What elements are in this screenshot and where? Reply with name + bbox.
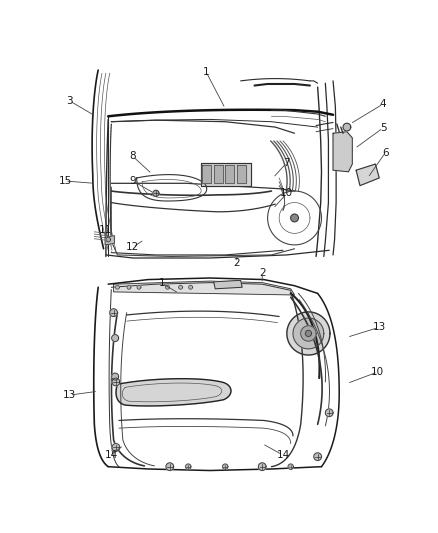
Polygon shape	[105, 236, 114, 245]
Polygon shape	[202, 165, 212, 183]
Polygon shape	[179, 285, 183, 289]
Text: 1: 1	[159, 278, 166, 288]
Polygon shape	[343, 123, 351, 131]
Text: 1: 1	[203, 67, 209, 77]
Polygon shape	[116, 285, 120, 289]
Polygon shape	[113, 281, 294, 295]
Polygon shape	[112, 443, 120, 451]
Text: 4: 4	[380, 99, 386, 109]
Polygon shape	[106, 237, 110, 242]
Text: 5: 5	[380, 123, 386, 133]
Polygon shape	[112, 378, 120, 386]
Text: 14: 14	[276, 450, 290, 460]
Text: 13: 13	[63, 390, 76, 400]
Polygon shape	[258, 463, 266, 471]
Polygon shape	[116, 378, 231, 406]
Polygon shape	[325, 409, 333, 417]
Polygon shape	[112, 373, 119, 380]
Polygon shape	[333, 132, 352, 172]
Text: 12: 12	[126, 242, 139, 252]
Text: 9: 9	[130, 176, 136, 186]
Text: 7: 7	[283, 158, 290, 167]
Polygon shape	[287, 312, 330, 355]
Polygon shape	[225, 165, 234, 183]
Polygon shape	[314, 453, 321, 461]
Text: 14: 14	[105, 450, 118, 460]
Text: 2: 2	[233, 257, 240, 268]
Polygon shape	[305, 330, 311, 336]
Polygon shape	[214, 165, 223, 183]
Text: 2: 2	[259, 269, 265, 278]
Polygon shape	[201, 163, 251, 185]
Polygon shape	[153, 190, 159, 196]
Text: 10: 10	[371, 367, 384, 377]
Polygon shape	[166, 463, 173, 471]
Polygon shape	[288, 464, 293, 470]
Polygon shape	[137, 285, 141, 289]
Text: 6: 6	[382, 148, 389, 158]
Polygon shape	[356, 164, 379, 185]
Polygon shape	[166, 285, 170, 289]
Polygon shape	[237, 165, 246, 183]
Polygon shape	[112, 335, 119, 342]
Polygon shape	[127, 285, 131, 289]
Text: 15: 15	[58, 176, 72, 186]
Text: 3: 3	[67, 96, 73, 106]
Polygon shape	[291, 214, 298, 222]
Polygon shape	[186, 464, 191, 470]
Text: 10: 10	[280, 188, 293, 198]
Polygon shape	[301, 326, 316, 341]
Polygon shape	[110, 309, 117, 317]
Polygon shape	[293, 318, 324, 349]
Text: 13: 13	[373, 322, 386, 332]
Text: 8: 8	[130, 151, 136, 161]
Polygon shape	[214, 280, 242, 289]
Text: 11: 11	[99, 224, 113, 235]
Polygon shape	[189, 285, 193, 289]
Polygon shape	[223, 464, 228, 470]
